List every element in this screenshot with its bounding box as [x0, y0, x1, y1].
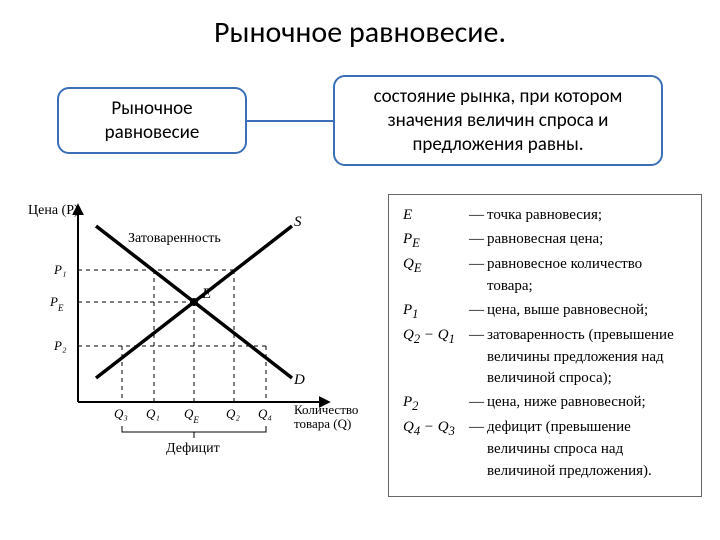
- label-d: D: [293, 372, 305, 388]
- concept-boxes: Рыночное равновесие состояние рынка, при…: [0, 75, 720, 166]
- legend-row: Q2 − Q1—затоваренность (превышение ве­ли…: [403, 325, 689, 390]
- legend-sym: Q4 − Q3: [403, 417, 469, 482]
- legend-sym: E: [403, 205, 469, 227]
- deficit-bracket: [122, 426, 266, 432]
- legend-row: QE—равновесное количество товара;: [403, 254, 689, 298]
- equilibrium-chart: E S D Цена (P) Количество товара (Q) P₁ …: [26, 194, 370, 464]
- tick-q2: Q₂: [226, 406, 240, 421]
- legend-sym: QE: [403, 254, 469, 298]
- box-connector: [247, 120, 333, 122]
- term-box: Рыночное равновесие: [57, 87, 247, 155]
- legend-box: E—точка равновесия; PE—равновесная цена;…: [388, 194, 702, 497]
- legend-row: Q4 − Q3—дефицит (превышение величины спр…: [403, 417, 689, 482]
- legend-text: равновесная цена;: [487, 229, 689, 252]
- label-s: S: [294, 214, 302, 230]
- legend-row: PE—равновесная цена;: [403, 229, 689, 252]
- deficit-label: Дефицит: [166, 441, 220, 456]
- legend-text: затоваренность (превышение ве­личины пре…: [487, 325, 689, 390]
- legend-text: равновесное количество товара;: [487, 254, 689, 298]
- legend-text: цена, выше равновесной;: [487, 300, 689, 323]
- surplus-label: Затоваренность: [128, 231, 221, 246]
- equilibrium-point: [190, 298, 198, 306]
- content-row: E S D Цена (P) Количество товара (Q) P₁ …: [0, 194, 720, 497]
- legend-text: точка равновесия;: [487, 205, 689, 227]
- legend-sym: P1: [403, 300, 469, 323]
- legend-text: дефицит (превышение величины спроса над …: [487, 417, 689, 482]
- y-axis-label: Цена (P): [28, 203, 79, 218]
- legend-row: P1—цена, выше равновесной;: [403, 300, 689, 323]
- label-e: E: [201, 286, 211, 302]
- legend-row: E—точка равновесия;: [403, 205, 689, 227]
- tick-q4: Q₄: [258, 406, 272, 421]
- tick-q1: Q₁: [146, 406, 160, 421]
- tick-p2: P₂: [53, 338, 67, 353]
- x-axis-label-1: Количество: [294, 402, 358, 417]
- x-axis-label-2: товара (Q): [294, 416, 351, 431]
- legend-sym: P2: [403, 392, 469, 415]
- tick-p1: P₁: [53, 262, 66, 277]
- legend-sym: Q2 − Q1: [403, 325, 469, 390]
- tick-qe: QE: [184, 406, 199, 425]
- legend-row: P2—цена, ниже равновесной;: [403, 392, 689, 415]
- tick-q3: Q₃: [114, 406, 128, 421]
- legend-sym: PE: [403, 229, 469, 252]
- definition-box: состояние рынка, при котором значения ве…: [333, 75, 663, 166]
- legend-text: цена, ниже равновесной;: [487, 392, 689, 415]
- tick-pe: PE: [49, 294, 64, 313]
- page-title: Рыночное равновесие.: [0, 0, 720, 51]
